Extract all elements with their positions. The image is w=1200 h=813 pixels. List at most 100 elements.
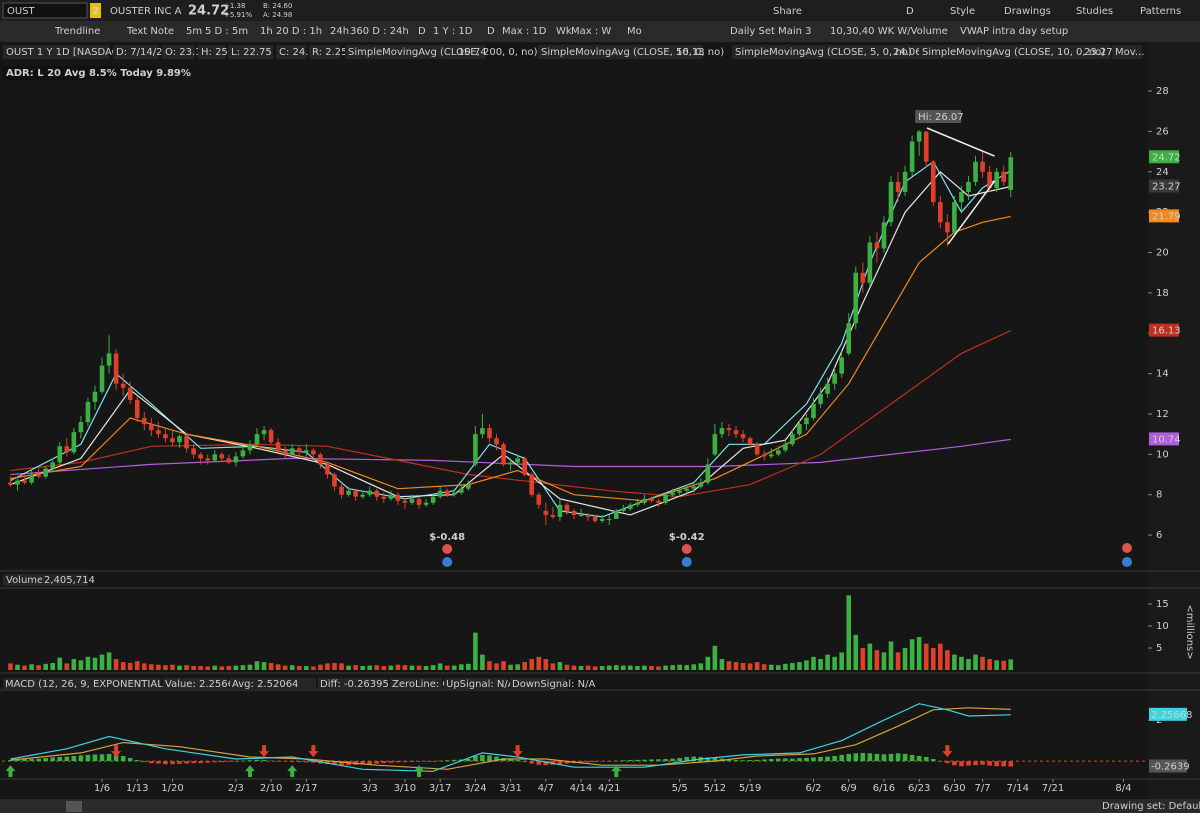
volume-bar bbox=[325, 663, 330, 670]
label-box bbox=[228, 45, 273, 59]
legend-item: OUST 1 Y 1D [NASDAQ] bbox=[6, 47, 124, 58]
histogram-bar bbox=[205, 761, 210, 763]
event-icon[interactable] bbox=[1122, 543, 1132, 553]
header-button[interactable]: Style bbox=[950, 6, 975, 17]
histogram-bar bbox=[761, 759, 767, 762]
toolbar-item[interactable]: D bbox=[418, 26, 426, 37]
histogram-bar bbox=[818, 756, 823, 762]
earnings-icon[interactable] bbox=[442, 544, 453, 554]
x-tick-label: 5/19 bbox=[739, 783, 761, 794]
histogram-bar bbox=[733, 760, 739, 762]
up-signal bbox=[5, 765, 16, 778]
label-box bbox=[732, 45, 920, 59]
toolbar-item[interactable]: VWAP intra day setup bbox=[960, 26, 1068, 37]
dividend-icon[interactable] bbox=[681, 557, 692, 567]
volume-bar bbox=[726, 661, 732, 670]
histogram-bar bbox=[311, 761, 316, 763]
company-name: OUSTER INC A bbox=[110, 6, 182, 17]
toolbar-item[interactable]: Max : W bbox=[571, 26, 611, 37]
symbol[interactable]: OUST bbox=[7, 6, 36, 17]
toolbar-item[interactable]: 24h bbox=[330, 26, 349, 37]
study-value: 16.13 bbox=[676, 47, 705, 58]
candle-body bbox=[571, 510, 577, 515]
header-button[interactable]: Patterns bbox=[1140, 6, 1181, 17]
candle-body bbox=[733, 430, 739, 435]
symbol-box[interactable] bbox=[2, 2, 88, 19]
histogram-bar bbox=[381, 761, 387, 764]
study-value: 23.27 bbox=[1084, 47, 1113, 58]
label-box bbox=[163, 678, 228, 690]
header-button[interactable]: Studies bbox=[1076, 6, 1113, 17]
toolbar-item[interactable]: 1h bbox=[260, 26, 273, 37]
volume-bar bbox=[536, 656, 542, 670]
x-tick-label: 6/16 bbox=[873, 783, 895, 794]
volume-bar bbox=[522, 662, 527, 670]
candle-body bbox=[416, 498, 422, 505]
candle-body bbox=[92, 391, 98, 402]
candle-body bbox=[22, 480, 27, 483]
histogram-bar bbox=[832, 755, 837, 762]
candle-body bbox=[458, 488, 464, 493]
label-box bbox=[113, 45, 159, 59]
toolbar-item[interactable]: Max : 1D bbox=[502, 26, 547, 37]
x-tick-label: 6/23 bbox=[908, 783, 930, 794]
down-signal bbox=[308, 745, 319, 758]
candle-body bbox=[1008, 157, 1014, 190]
dividend-icon[interactable] bbox=[442, 557, 453, 567]
trendline[interactable] bbox=[926, 127, 995, 157]
volume-bar bbox=[430, 665, 436, 670]
event-icon[interactable] bbox=[1122, 557, 1132, 567]
toolbar-item[interactable]: 360 D : 24h bbox=[350, 26, 409, 37]
histogram-bar bbox=[881, 754, 887, 762]
volume-bar bbox=[959, 656, 964, 670]
x-tick-label: 7/7 bbox=[975, 783, 991, 794]
price-label: 21.79 bbox=[1152, 211, 1181, 222]
header-button[interactable]: D bbox=[906, 6, 914, 17]
trendline[interactable] bbox=[947, 180, 996, 245]
candle-body bbox=[106, 353, 112, 366]
y-tick-label: 12 bbox=[1156, 409, 1169, 420]
toolbar-item[interactable]: 10,30,40 WK W/Volume bbox=[830, 26, 948, 37]
candle-body bbox=[240, 450, 246, 457]
x-tick-label: 3/24 bbox=[464, 783, 486, 794]
toolbar-item[interactable]: Mo bbox=[627, 26, 642, 37]
candle-body bbox=[254, 434, 260, 445]
histogram-bar bbox=[494, 756, 499, 762]
up-signal bbox=[287, 765, 298, 778]
toolbar-item[interactable]: 20 D : 1h bbox=[276, 26, 322, 37]
histogram-bar bbox=[395, 761, 401, 763]
volume-bar bbox=[754, 662, 760, 670]
y-tick-label: 18 bbox=[1156, 288, 1169, 299]
candle-body bbox=[846, 323, 852, 354]
x-tick-label: 3/10 bbox=[394, 783, 416, 794]
toolbar-item[interactable]: Text Note bbox=[126, 26, 174, 37]
volume-bar bbox=[85, 656, 91, 670]
volume-bar bbox=[240, 665, 246, 670]
toolbar-item[interactable]: 1 Y : 1D bbox=[433, 26, 473, 37]
macd-label: DownSignal: N/A bbox=[512, 679, 595, 690]
histogram-bar bbox=[50, 757, 56, 762]
toolbar-item[interactable]: 5 D : 5m bbox=[205, 26, 248, 37]
toolbar-item[interactable]: 5m bbox=[186, 26, 202, 37]
volume-bar bbox=[127, 662, 133, 670]
candle-body bbox=[444, 490, 450, 495]
histogram-bar bbox=[78, 755, 84, 762]
toolbar-item[interactable]: Wk bbox=[556, 26, 572, 37]
candle-body bbox=[219, 454, 225, 459]
volume-bar bbox=[811, 656, 816, 670]
candle-body bbox=[747, 438, 753, 445]
candle-body bbox=[409, 498, 415, 503]
scroll-thumb[interactable] bbox=[66, 801, 82, 812]
toolbar-item[interactable]: Trendline bbox=[54, 26, 100, 37]
toolbar-item[interactable]: D bbox=[487, 26, 495, 37]
header-button[interactable]: Share bbox=[773, 6, 802, 17]
histogram-bar bbox=[402, 761, 408, 763]
volume-bar bbox=[747, 663, 753, 670]
toolbar-item[interactable]: Daily Set Main 3 bbox=[730, 26, 812, 37]
candle-body bbox=[43, 468, 48, 477]
earnings-icon[interactable] bbox=[681, 544, 692, 554]
header-button[interactable]: Drawings bbox=[1004, 6, 1051, 17]
histogram-bar bbox=[543, 761, 549, 766]
volume-bar bbox=[515, 664, 520, 670]
candle-body bbox=[719, 428, 725, 435]
